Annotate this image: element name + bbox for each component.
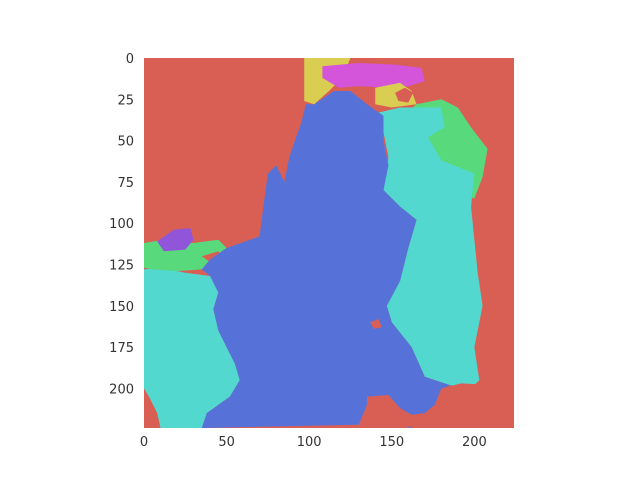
x-tick-label: 150 — [379, 435, 404, 450]
y-tick-label: 150 — [109, 300, 134, 315]
region-cyan-right — [378, 107, 483, 389]
region-magenta-top — [322, 62, 425, 88]
y-tick-label: 100 — [109, 217, 134, 232]
region-red-spot-top — [395, 87, 414, 103]
x-tick-label: 100 — [297, 435, 322, 450]
y-tick-label: 200 — [109, 382, 134, 397]
region-cyan-left — [144, 267, 240, 428]
region-red-spot-mid — [370, 318, 382, 329]
y-tick-label: 0 — [126, 52, 134, 67]
plot-area — [144, 58, 514, 429]
region-purple-left — [157, 228, 194, 252]
y-tick-label: 75 — [117, 176, 134, 191]
y-tick-label: 50 — [117, 135, 134, 150]
x-tick-label: 50 — [218, 435, 235, 450]
segmentation-regions — [144, 58, 514, 429]
region-red-bottom — [366, 383, 514, 428]
x-tick-label: 200 — [462, 435, 487, 450]
x-tick-label: 0 — [140, 435, 148, 450]
y-tick-label: 125 — [109, 258, 134, 273]
region-blue-body — [201, 91, 450, 429]
y-axis: 0 25 50 75 100 125 150 175 200 — [109, 52, 134, 397]
y-tick-label: 25 — [117, 93, 134, 108]
y-tick-label: 175 — [109, 341, 134, 356]
x-axis: 0 50 100 150 200 — [140, 435, 487, 450]
